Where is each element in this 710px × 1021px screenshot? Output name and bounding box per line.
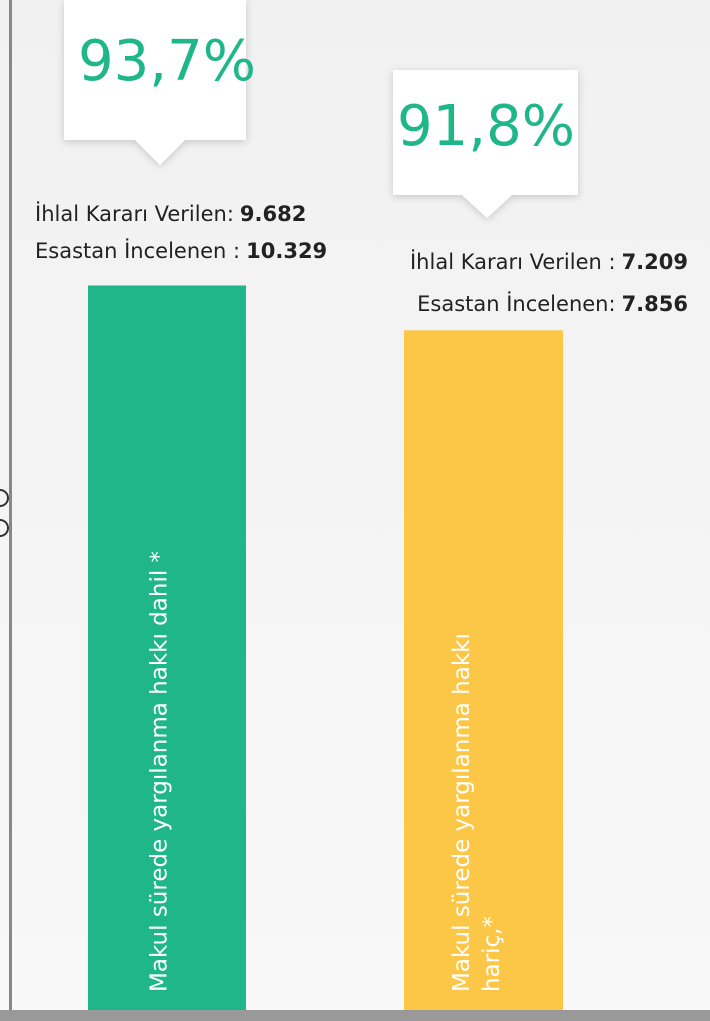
left-rule — [9, 0, 12, 1021]
annotation-label: İhlal Kararı Verilen: — [35, 201, 234, 226]
annotation-label: Esastan İncelenen: — [417, 291, 615, 316]
bottom-rule — [0, 1010, 710, 1021]
category-label: Makul sürede yargılanma hakkı hariç,* — [449, 633, 505, 992]
annotation-number: 9.682 — [240, 202, 306, 226]
annotation-number: 7.856 — [622, 292, 688, 316]
annotation: İhlal Kararı Verilen: 9.682 — [35, 201, 306, 226]
annotation-number: 10.329 — [246, 239, 327, 263]
annotation-number: 7.209 — [622, 250, 688, 274]
annotation-label: İhlal Kararı Verilen : — [410, 249, 616, 274]
category-label: Makul sürede yargılanma hakkı dahil * — [147, 551, 173, 992]
annotation: Esastan İncelenen: 7.856 — [417, 291, 688, 316]
value-label: 93,7% — [78, 29, 256, 94]
value-label: 91,8% — [397, 94, 575, 159]
annotation: İhlal Kararı Verilen :7.209 — [410, 249, 688, 274]
callout-box — [64, 0, 246, 165]
annotation: Esastan İncelenen :10.329 — [35, 238, 327, 263]
bar — [404, 330, 563, 1010]
annotation-label: Esastan İncelenen : — [35, 238, 240, 263]
bar — [88, 285, 246, 1011]
cropped-text — [0, 489, 9, 537]
callout-box — [393, 70, 578, 218]
